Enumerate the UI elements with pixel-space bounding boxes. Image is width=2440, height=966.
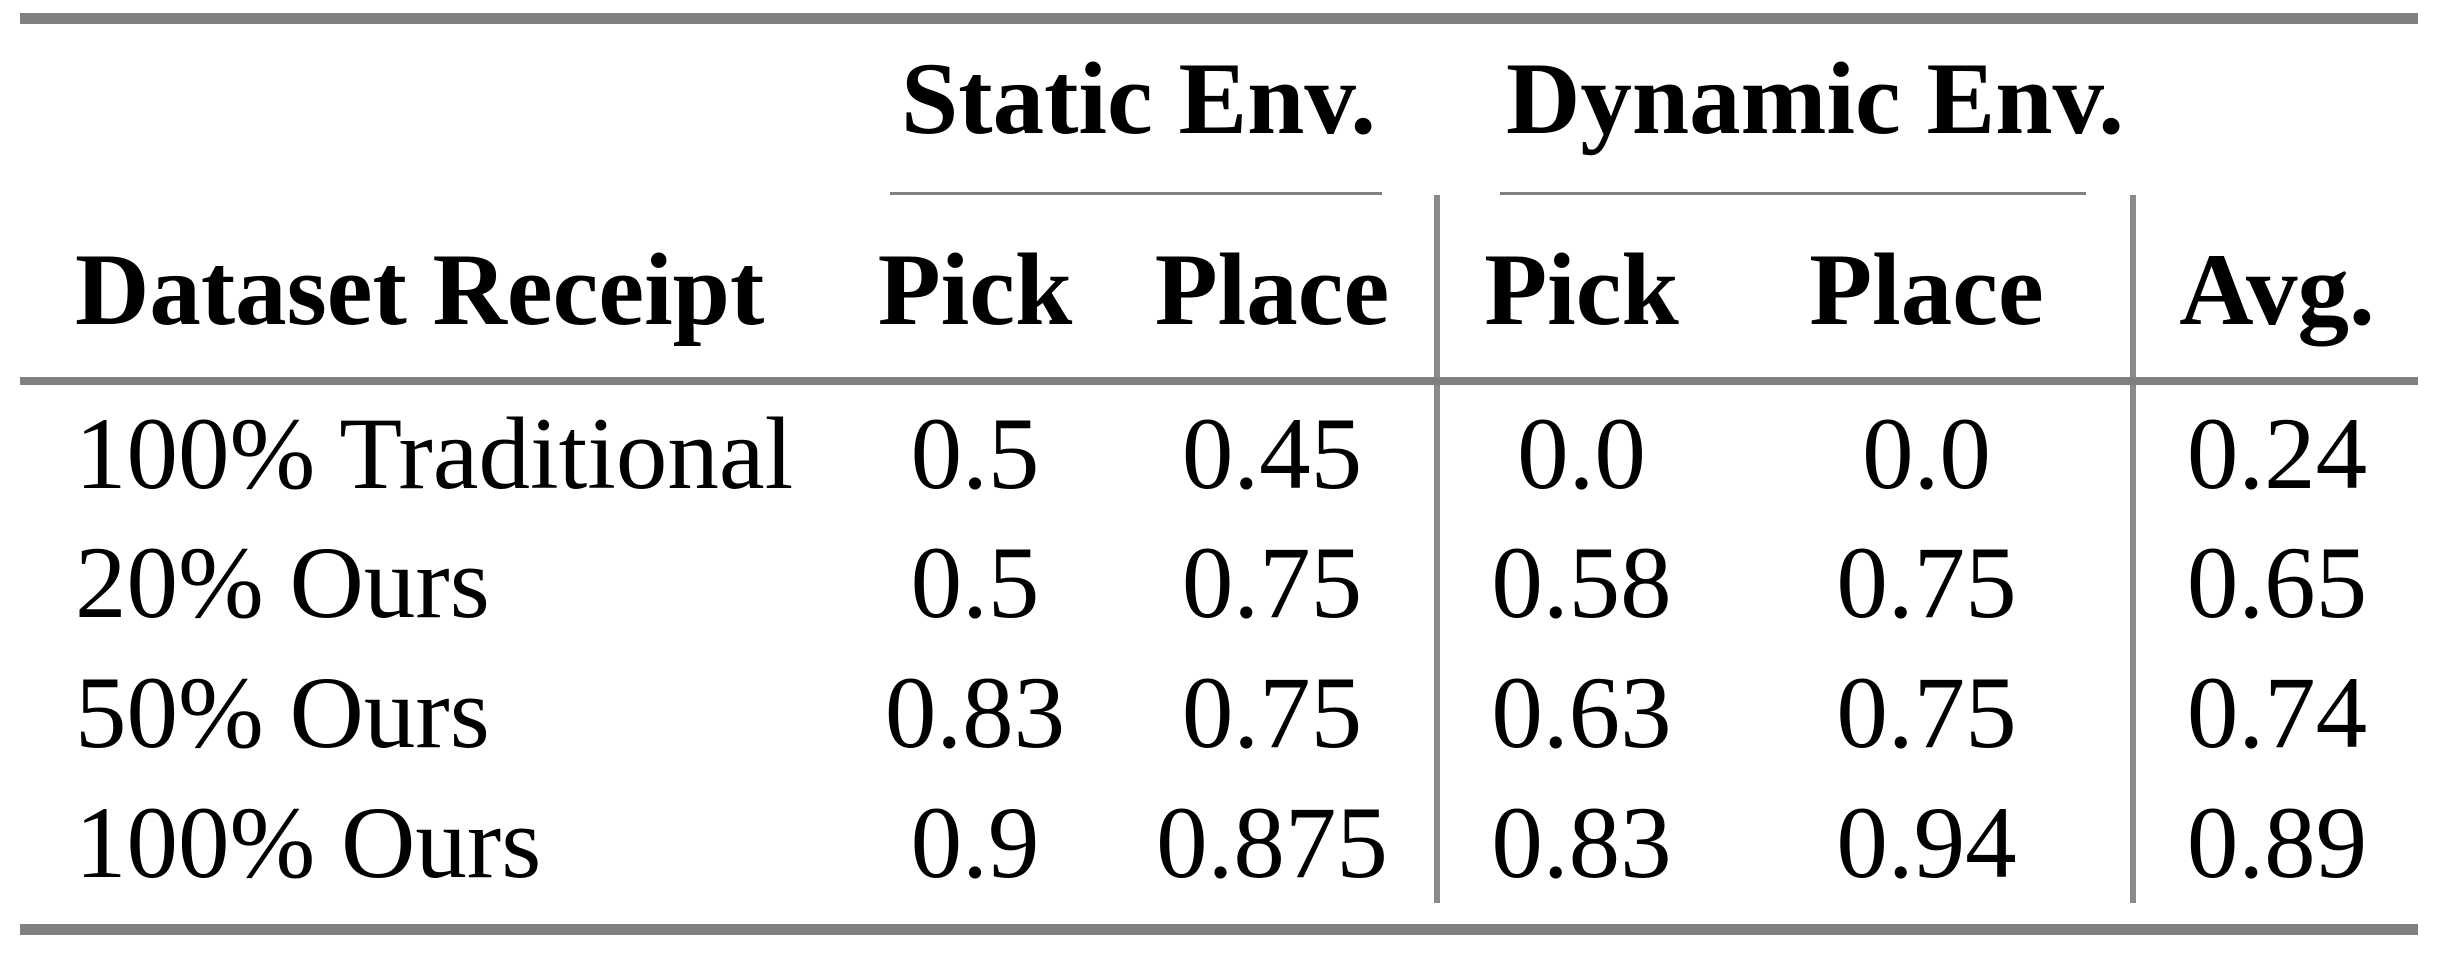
static-pick-value: 0.5 (910, 396, 1040, 511)
col-header-static-place: Place (1110, 194, 1440, 385)
table-row: 20% Ours 0.5 0.75 0.58 0.75 0.65 (20, 512, 2418, 643)
row-label: 100% Ours (75, 785, 542, 900)
static-place-value: 0.875 (1110, 772, 1440, 903)
cmidrule-static (890, 191, 1382, 195)
table-row: 100% Traditional 0.5 0.45 0.0 0.0 0.24 (20, 380, 2418, 513)
group-label-dynamic-env: Dynamic Env. (1505, 42, 2125, 157)
avg-value: 0.65 (2186, 525, 2368, 640)
group-cell-static-env: Static Env. (840, 19, 1437, 195)
cmidrule-dynamic (1500, 191, 2087, 195)
table-row: 50% Ours 0.83 0.75 0.63 0.75 0.74 (20, 642, 2418, 773)
col-header-dynamic-place: Place (1723, 194, 2137, 385)
column-header-row: Dataset Receipt Pick Place Pick Place Av… (20, 194, 2419, 385)
avg-value: 0.89 (2186, 785, 2368, 900)
row-label: 100% Traditional (75, 396, 794, 511)
dynamic-place-value: 0.75 (1723, 642, 2137, 773)
bottom-spacer-cell (20, 903, 2418, 930)
col-header-static-pick: Pick (840, 194, 1110, 385)
dynamic-place-value: 0.75 (1723, 512, 2137, 643)
group-header-spacer (2133, 19, 2418, 195)
static-pick-value: 0.83 (884, 655, 1066, 770)
static-pick-value: 0.5 (910, 525, 1040, 640)
group-header-row: Static Env. Dynamic Env. (20, 19, 2418, 195)
static-pick-value: 0.9 (910, 785, 1040, 900)
dynamic-pick-value: 0.58 (1491, 525, 1672, 640)
col-header-avg: Avg. (2133, 194, 2419, 385)
static-place-value: 0.75 (1110, 642, 1440, 773)
results-table: Static Env. Dynamic Env. Dataset Receipt… (20, 13, 2419, 935)
col-header-dataset-receipt: Dataset Receipt (20, 194, 840, 385)
avg-value: 0.74 (2186, 655, 2368, 770)
group-header-spacer (20, 19, 840, 195)
static-place-value: 0.45 (1110, 380, 1440, 513)
group-label-static-env: Static Env. (900, 42, 1377, 157)
static-place-value: 0.75 (1110, 512, 1440, 643)
dynamic-pick-value: 0.83 (1491, 785, 1672, 900)
bottom-spacer-row (20, 903, 2418, 930)
dynamic-place-value: 0.94 (1723, 772, 2137, 903)
table-row: 100% Ours 0.9 0.875 0.83 0.94 0.89 (20, 772, 2418, 903)
dynamic-place-value: 0.0 (1723, 380, 2137, 513)
row-label: 50% Ours (75, 655, 490, 770)
avg-value: 0.24 (2186, 396, 2368, 511)
col-header-dynamic-pick: Pick (1437, 194, 1723, 385)
row-label: 20% Ours (75, 525, 490, 640)
dynamic-pick-value: 0.0 (1517, 396, 1646, 511)
dynamic-pick-value: 0.63 (1491, 655, 1672, 770)
group-cell-dynamic-env: Dynamic Env. (1437, 19, 2133, 195)
